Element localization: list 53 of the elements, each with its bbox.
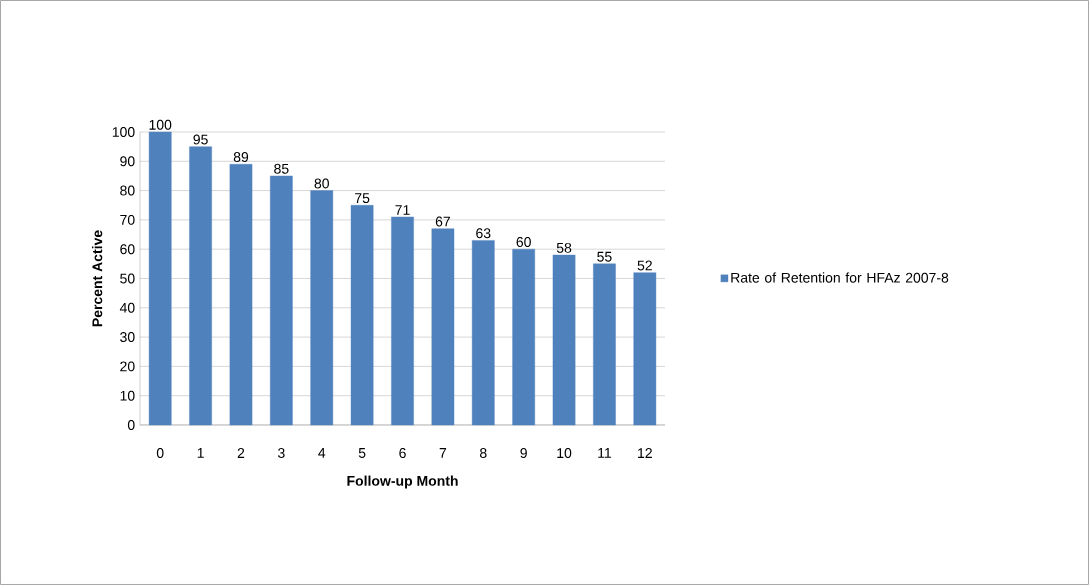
bar — [552, 254, 576, 426]
x-tick-label: 9 — [520, 448, 527, 459]
data-label: 95 — [193, 134, 208, 145]
y-tick-label: 20 — [120, 361, 135, 372]
x-tick-label: 4 — [318, 448, 326, 458]
bar — [270, 175, 293, 426]
x-tick-label: 5 — [358, 448, 366, 458]
y-tick-label: 50 — [120, 273, 135, 284]
bar — [189, 146, 212, 426]
x-tick-label: 2 — [237, 448, 245, 458]
bar — [471, 240, 495, 426]
x-tick-label: 12 — [638, 448, 652, 458]
x-tick-label: 8 — [480, 448, 487, 459]
bar — [391, 216, 414, 426]
data-label: 85 — [274, 163, 289, 174]
y-tick-label: 70 — [120, 214, 135, 225]
y-tick-label: 60 — [120, 244, 135, 255]
x-tick-label: 11 — [598, 448, 612, 458]
bar — [593, 263, 616, 426]
x-tick-label: 1 — [197, 448, 204, 458]
bar — [431, 228, 455, 426]
bar — [350, 205, 374, 426]
x-tick-label: 7 — [439, 448, 447, 458]
y-tick-label: 0 — [127, 420, 135, 430]
y-tick-label: 40 — [119, 302, 135, 313]
data-label: 100 — [149, 119, 172, 130]
y-tick-label: 80 — [120, 185, 135, 196]
bar — [148, 131, 172, 426]
y-tick-label: 10 — [120, 390, 135, 401]
bar — [633, 272, 657, 426]
data-label: 60 — [516, 237, 531, 247]
bar — [229, 164, 253, 426]
data-label: 80 — [314, 178, 329, 189]
data-label: 58 — [556, 242, 572, 253]
x-tick-label: 0 — [156, 448, 164, 459]
data-label: 63 — [476, 228, 491, 239]
data-label: 71 — [395, 205, 410, 215]
y-axis-title: Percent Active — [91, 230, 103, 327]
data-label: 67 — [435, 216, 450, 227]
y-tick-label: 90 — [120, 156, 135, 167]
data-label: 89 — [233, 152, 249, 163]
y-tick-label: 30 — [120, 332, 135, 343]
data-label: 52 — [637, 260, 652, 271]
bar — [512, 248, 535, 426]
data-label: 55 — [597, 251, 612, 262]
x-tick-label: 10 — [557, 448, 572, 459]
legend-label: Rate of Retention for HFAz 2007-8 — [731, 272, 949, 283]
bar — [310, 190, 334, 426]
x-tick-label: 3 — [277, 448, 285, 459]
data-label: 75 — [355, 193, 370, 204]
x-tick-label: 6 — [399, 448, 406, 459]
y-tick-label: 100 — [112, 127, 135, 137]
x-axis-title: Follow-up Month — [347, 475, 458, 489]
